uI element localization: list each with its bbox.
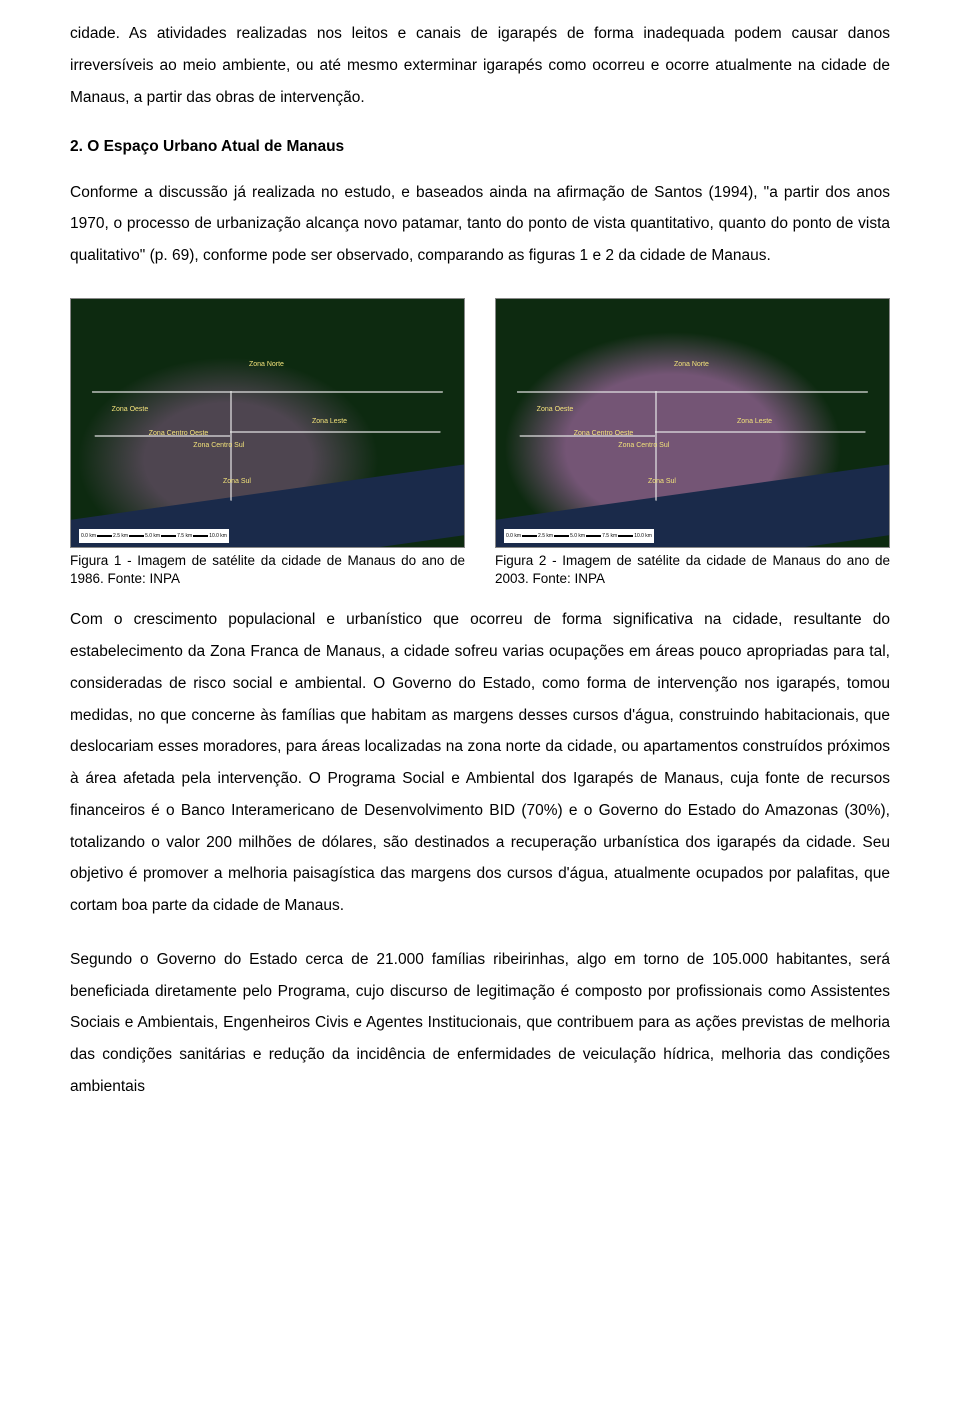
section-heading: 2. O Espaço Urbano Atual de Manaus xyxy=(70,135,890,158)
zone-label-sul: Zona Sul xyxy=(223,475,251,489)
figure-2-scalebar: 0.0 km 2.5 km 5.0 km 7.5 km 10.0 km xyxy=(504,529,654,543)
figure-2-outline: Zona Norte Zona Oeste Zona Centro Oeste … xyxy=(506,313,879,517)
scale-tick: 10.0 km xyxy=(634,531,652,541)
scale-tick: 2.5 km xyxy=(538,531,553,541)
figure-1-outline: Zona Norte Zona Oeste Zona Centro Oeste … xyxy=(81,313,454,517)
zone-label-centro-sul: Zona Centro Sul xyxy=(618,439,669,453)
scale-tick: 5.0 km xyxy=(570,531,585,541)
zone-label-norte: Zona Norte xyxy=(674,358,709,372)
figure-2-image: Zona Norte Zona Oeste Zona Centro Oeste … xyxy=(495,298,890,548)
zone-label-oeste: Zona Oeste xyxy=(112,403,149,417)
zone-label-norte: Zona Norte xyxy=(249,358,284,372)
figure-2-column: Zona Norte Zona Oeste Zona Centro Oeste … xyxy=(495,298,890,588)
section-paragraph-1: Conforme a discussão já realizada no est… xyxy=(70,177,890,272)
intro-paragraph: cidade. As atividades realizadas nos lei… xyxy=(70,18,890,113)
figure-1-image: Zona Norte Zona Oeste Zona Centro Oeste … xyxy=(70,298,465,548)
scale-tick: 7.5 km xyxy=(177,531,192,541)
body-paragraph-1: Com o crescimento populacional e urbanís… xyxy=(70,604,890,922)
figure-row: Zona Norte Zona Oeste Zona Centro Oeste … xyxy=(70,298,890,588)
scale-tick: 2.5 km xyxy=(113,531,128,541)
scale-tick: 5.0 km xyxy=(145,531,160,541)
figure-1-scalebar: 0.0 km 2.5 km 5.0 km 7.5 km 10.0 km xyxy=(79,529,229,543)
figure-2-caption: Figura 2 - Imagem de satélite da cidade … xyxy=(495,552,890,588)
zone-label-oeste: Zona Oeste xyxy=(537,403,574,417)
zone-label-leste: Zona Leste xyxy=(312,415,347,429)
figure-1-caption: Figura 1 - Imagem de satélite da cidade … xyxy=(70,552,465,588)
scale-tick: 0.0 km xyxy=(506,531,521,541)
body-paragraph-2: Segundo o Governo do Estado cerca de 21.… xyxy=(70,944,890,1103)
scale-tick: 0.0 km xyxy=(81,531,96,541)
scale-tick: 7.5 km xyxy=(602,531,617,541)
scale-tick: 10.0 km xyxy=(209,531,227,541)
zone-label-sul: Zona Sul xyxy=(648,475,676,489)
figure-1-column: Zona Norte Zona Oeste Zona Centro Oeste … xyxy=(70,298,465,588)
zone-label-leste: Zona Leste xyxy=(737,415,772,429)
zone-label-centro-sul: Zona Centro Sul xyxy=(193,439,244,453)
